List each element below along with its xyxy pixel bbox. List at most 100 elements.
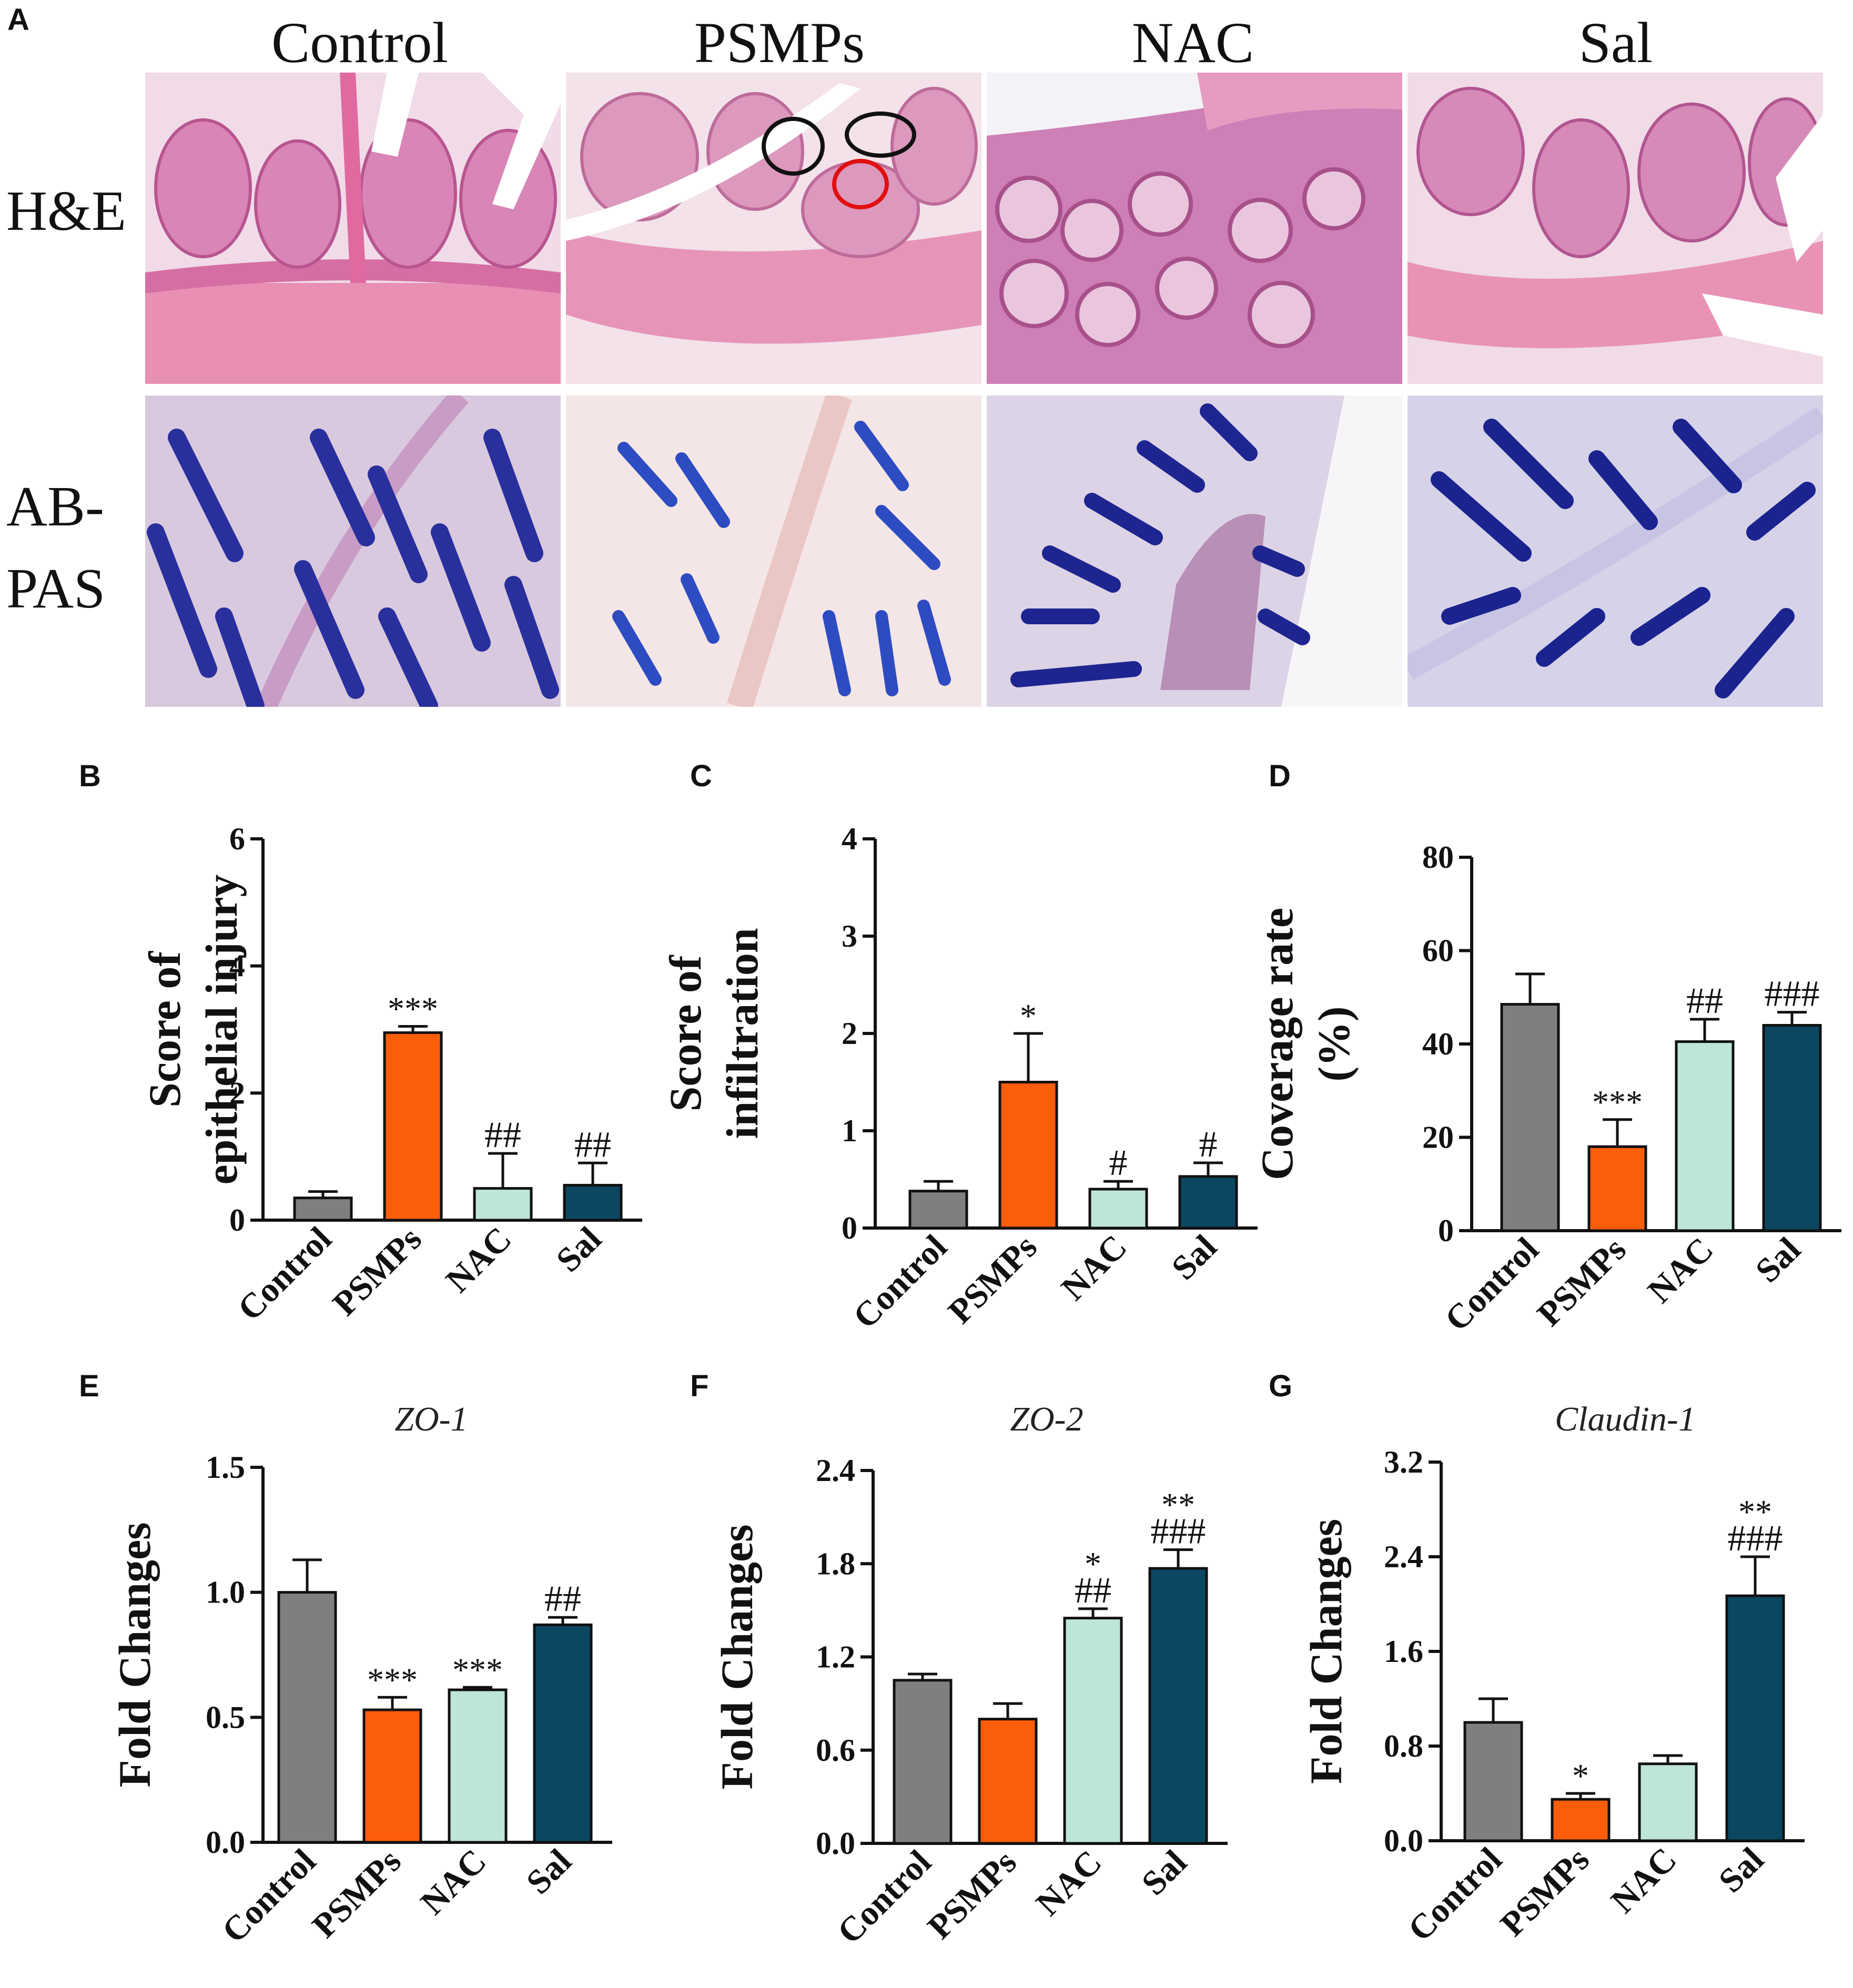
significance-hash: ### bbox=[1765, 974, 1820, 1015]
significance-hash: ## bbox=[1686, 981, 1723, 1021]
y-tick-label: 1.8 bbox=[816, 1546, 855, 1581]
bar-psmps bbox=[998, 1081, 1058, 1230]
x-tick-label: Control bbox=[846, 1228, 954, 1336]
chart-b-svg: B 0 2 4 6 Score of epithelial injury Control ***… bbox=[79, 759, 642, 1328]
y-tick-label: 0.6 bbox=[816, 1733, 855, 1768]
y-tick-label: 80 bbox=[1422, 840, 1454, 875]
y-axis-label: Fold Changes bbox=[1301, 1519, 1351, 1784]
bar-sal bbox=[1178, 1175, 1238, 1230]
y-tick-label: 2 bbox=[842, 1016, 857, 1051]
x-tick-label: PSMPs bbox=[1493, 1840, 1597, 1944]
significance-hash: # bbox=[1199, 1124, 1218, 1165]
y-axis-label-line: epithelial injury bbox=[196, 874, 247, 1184]
row-heading-abpas: AB- PAS bbox=[6, 473, 105, 623]
y-axis-label-line: (%) bbox=[1309, 1006, 1359, 1081]
x-tick-label: Sal bbox=[549, 1220, 609, 1280]
bar-psmps bbox=[1551, 1798, 1611, 1842]
y-tick-label: 20 bbox=[1422, 1120, 1454, 1155]
y-tick-label: 1.6 bbox=[1384, 1634, 1423, 1669]
abpas-image-control bbox=[145, 395, 561, 707]
significance-hash: ## bbox=[1075, 1570, 1111, 1611]
y-axis-label-line: Score of bbox=[139, 951, 190, 1108]
column-heading-control: Control bbox=[271, 11, 449, 75]
y-tick-label: 3.2 bbox=[1384, 1445, 1423, 1479]
bar-sal bbox=[563, 1184, 623, 1222]
panel-letter-f: F bbox=[690, 1369, 708, 1403]
y-axis-label-line: Score of bbox=[660, 955, 711, 1111]
panel-letter-e: E bbox=[79, 1369, 99, 1403]
y-axis-label-line: Fold Changes bbox=[109, 1522, 160, 1787]
panel-letter-a: A bbox=[7, 3, 29, 37]
significance-hash: ## bbox=[544, 1579, 581, 1619]
abpas-image-sal bbox=[1408, 395, 1823, 707]
y-tick-label: 3 bbox=[842, 919, 857, 954]
row-heading-abpas-line2: PAS bbox=[6, 557, 106, 620]
bar-psmps bbox=[1587, 1145, 1647, 1232]
x-tick-label: PSMPs bbox=[326, 1220, 429, 1323]
x-tick-label: Sal bbox=[1165, 1228, 1224, 1287]
x-tick-label: Control bbox=[1437, 1230, 1546, 1338]
row-heading-he: H&E bbox=[6, 180, 126, 242]
significance-hash: ## bbox=[574, 1124, 611, 1165]
bar-sal bbox=[1762, 1024, 1822, 1232]
bar-nac bbox=[473, 1187, 533, 1222]
x-tick-label: NAC bbox=[1604, 1840, 1684, 1921]
significance-star: ** bbox=[1738, 1493, 1772, 1530]
y-tick-label: 6 bbox=[229, 821, 245, 856]
chart-c-svg: C 0 1 2 3 4 Score of infiltration Control * PSMPs #… bbox=[660, 759, 1258, 1336]
bar-nac bbox=[1675, 1040, 1735, 1232]
bar-control bbox=[908, 1190, 968, 1230]
y-tick-label: 1 bbox=[842, 1113, 857, 1148]
bar-nac bbox=[1088, 1188, 1148, 1230]
significance-hash: ### bbox=[1151, 1512, 1206, 1552]
y-axis-label: Fold Changes bbox=[712, 1524, 762, 1789]
y-tick-label: 0.5 bbox=[206, 1700, 245, 1735]
y-tick-label: 60 bbox=[1422, 934, 1454, 968]
chart-d: D 0 20 40 60 80 Coverage rate (%) Control *** PSMP… bbox=[1231, 747, 1851, 1352]
x-tick-label: PSMPs bbox=[941, 1228, 1045, 1331]
y-tick-label: 40 bbox=[1422, 1027, 1454, 1061]
y-axis-label-line: Coverage rate bbox=[1252, 908, 1302, 1180]
significance-star: *** bbox=[1592, 1083, 1643, 1121]
y-tick-label: 0.8 bbox=[1384, 1729, 1423, 1763]
bar-control bbox=[893, 1679, 953, 1845]
bar-psmps bbox=[362, 1708, 422, 1844]
x-tick-label: PSMPs bbox=[305, 1842, 409, 1945]
panel-letter-b: B bbox=[79, 759, 101, 793]
significance-star: * bbox=[1085, 1545, 1101, 1583]
y-axis-label: Score of infiltration bbox=[660, 928, 767, 1139]
y-tick-label: 0.0 bbox=[816, 1826, 855, 1861]
significance-star: ** bbox=[1161, 1486, 1195, 1524]
bar-nac bbox=[1063, 1617, 1123, 1845]
row-heading-abpas-line1: AB- bbox=[6, 475, 104, 538]
y-tick-label: 2 bbox=[229, 1076, 245, 1110]
y-axis-label-line: infiltration bbox=[717, 928, 767, 1139]
abpas-image-nac bbox=[987, 395, 1402, 707]
y-tick-label: 1.2 bbox=[816, 1640, 855, 1675]
column-heading-sal: Sal bbox=[1578, 11, 1653, 75]
significance-hash: # bbox=[1109, 1143, 1128, 1183]
x-tick-label: Control bbox=[230, 1220, 339, 1328]
y-tick-label: 0.0 bbox=[1384, 1823, 1423, 1858]
x-tick-label: PSMPs bbox=[1530, 1230, 1634, 1334]
chart-d-svg: D 0 20 40 60 80 Coverage rate (%) Control *** PSMP… bbox=[1252, 759, 1841, 1338]
he-image-nac bbox=[987, 73, 1402, 384]
column-heading-nac: NAC bbox=[1131, 11, 1254, 75]
y-tick-label: 1.5 bbox=[206, 1450, 245, 1485]
x-tick-label: Sal bbox=[1135, 1843, 1194, 1903]
y-tick-label: 2.4 bbox=[1384, 1539, 1423, 1574]
significance-hash: ### bbox=[1728, 1518, 1783, 1559]
y-axis-label: Coverage rate (%) bbox=[1252, 908, 1359, 1180]
column-heading-psmps: PSMPs bbox=[694, 11, 865, 75]
bar-psmps bbox=[978, 1718, 1038, 1845]
x-tick-label: PSMPs bbox=[920, 1843, 1024, 1946]
panel-letter-d: D bbox=[1269, 759, 1291, 793]
x-tick-label: NAC bbox=[1029, 1843, 1109, 1923]
abpas-image-psmps bbox=[566, 395, 981, 707]
y-tick-label: 0 bbox=[229, 1203, 245, 1238]
he-image-psmps bbox=[566, 73, 981, 384]
